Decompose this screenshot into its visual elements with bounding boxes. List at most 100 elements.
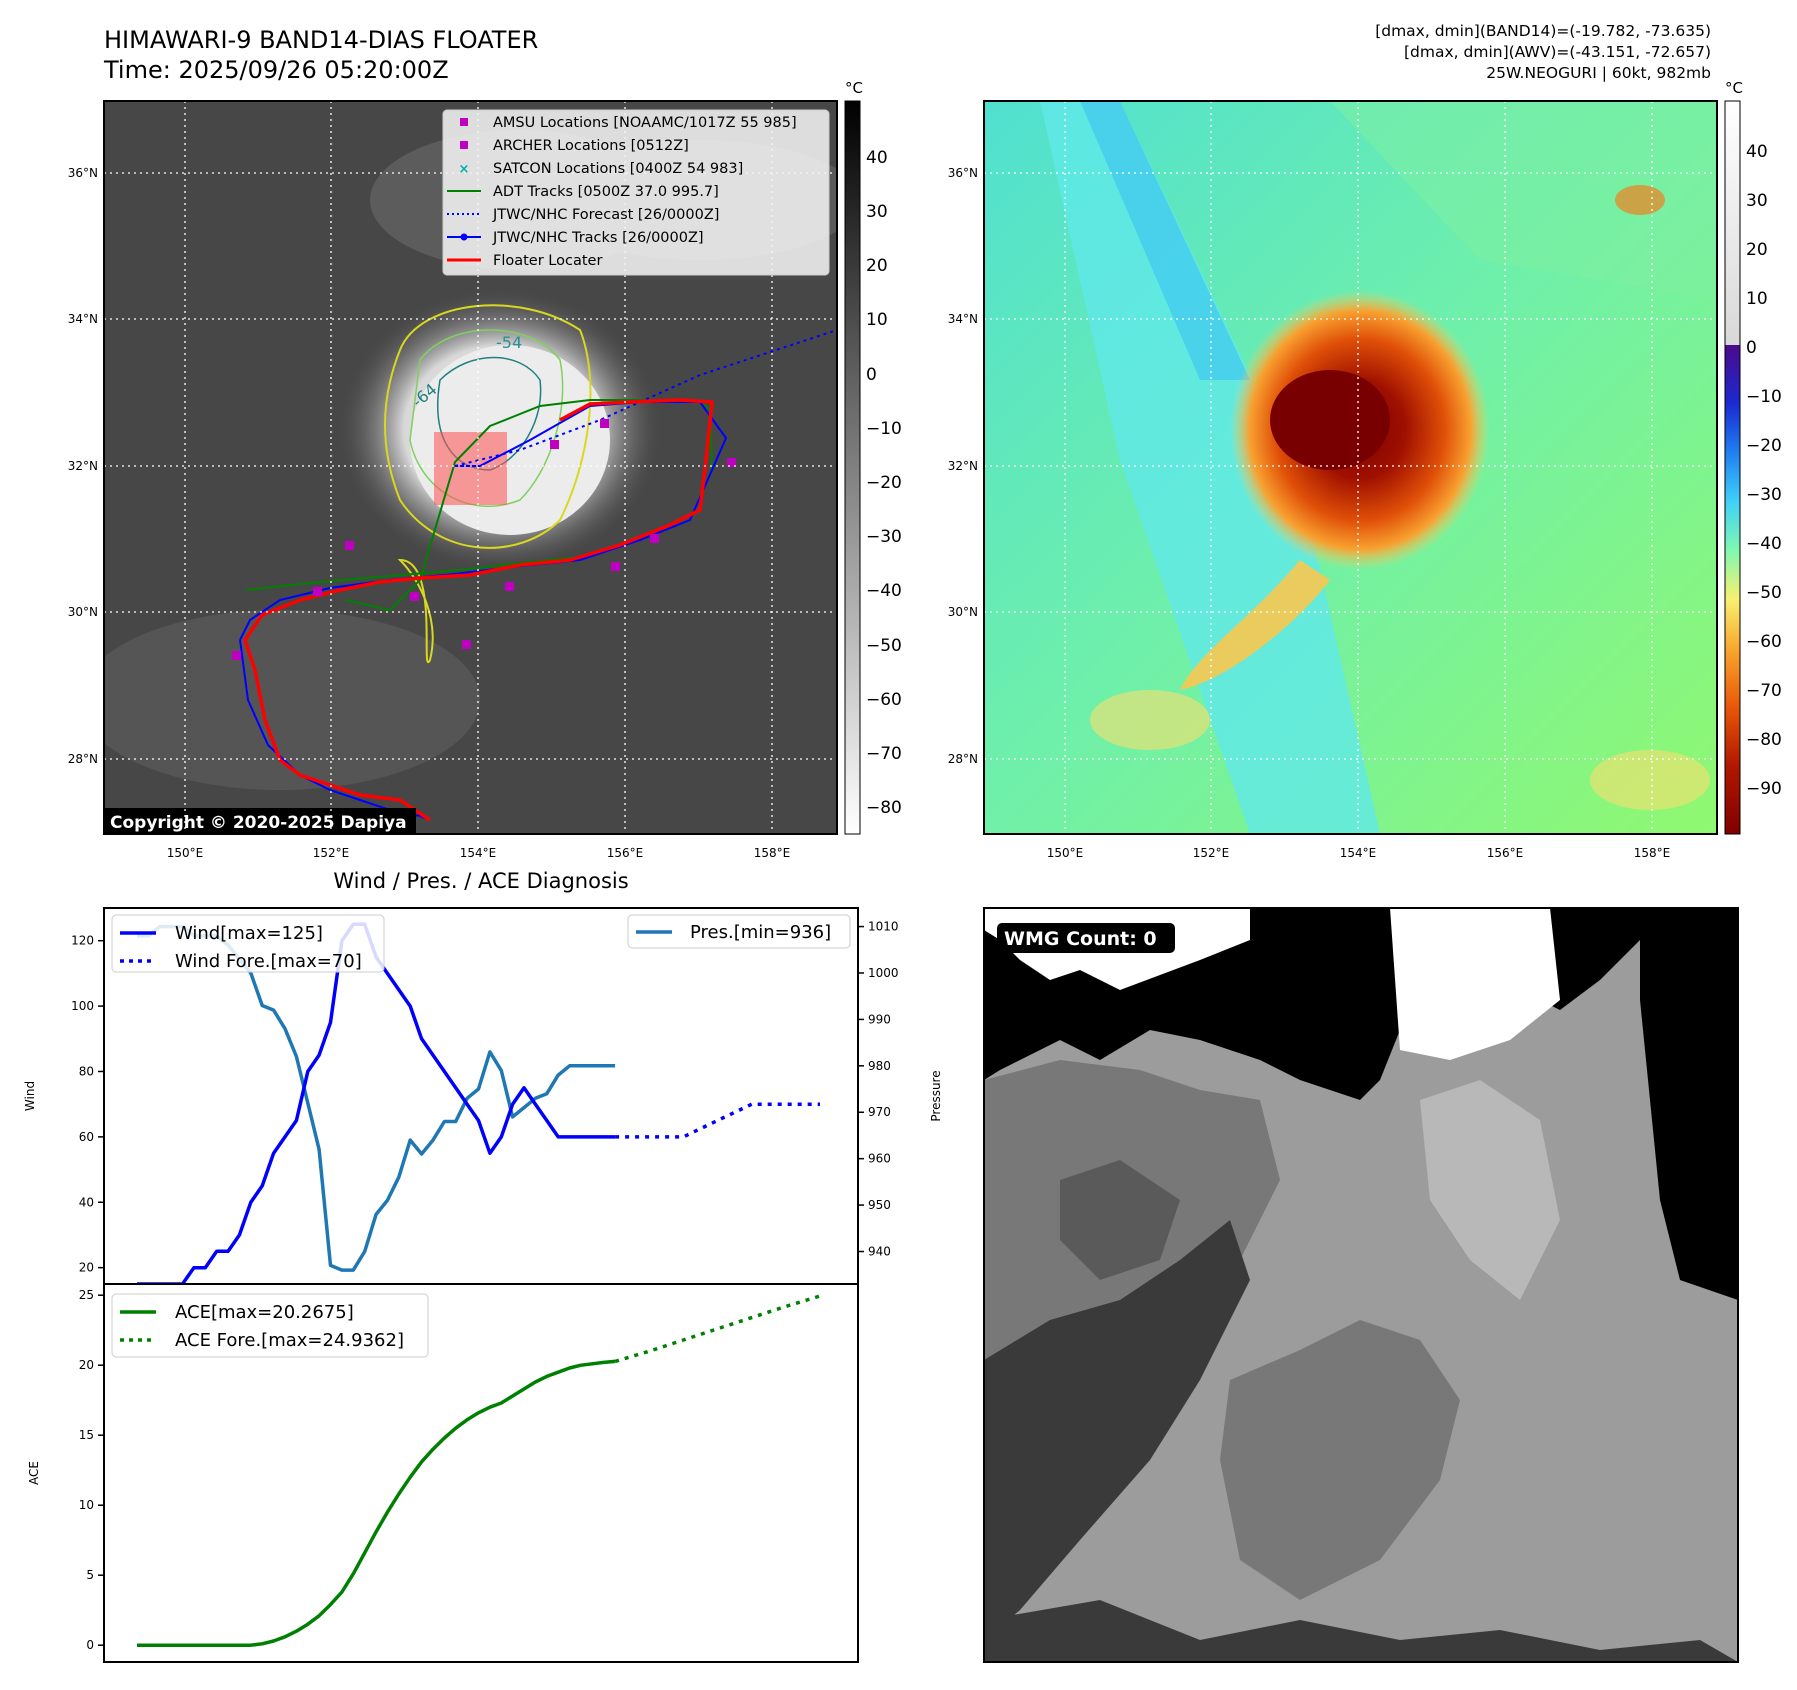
storm-info: 25W.NEOGURI | 60kt, 982mb — [1486, 64, 1711, 82]
wv-lat-tick-28: 28°N — [948, 752, 978, 766]
wv-cbar-tick-m10: −10 — [1746, 387, 1782, 407]
wmg-count-label: WMG Count: 0 — [1004, 928, 1157, 950]
legend-tracks-marker — [460, 233, 468, 241]
pressure-legend: Pres.[min=936] — [627, 914, 851, 949]
ace-ytick-label-0: 0 — [86, 1638, 94, 1652]
legend-amsu-marker — [460, 118, 468, 126]
wv-colorbar-frame — [1724, 100, 1741, 835]
ace-ytick-label-3: 15 — [79, 1428, 94, 1442]
ir-colorbar — [844, 100, 861, 835]
ir-cbar-tick-m30: −30 — [866, 527, 902, 547]
copyright-label: Copyright © 2020-2025 Dapiya — [110, 813, 407, 833]
wind-ytick-label-4: 100 — [71, 999, 94, 1013]
wv-colorbar-unit: °C — [1725, 79, 1743, 97]
diagnosis-title: Wind / Pres. / ACE Diagnosis — [333, 869, 628, 893]
ir-lat-tick-30: 30°N — [68, 605, 98, 619]
ir-cbar-tick-40: 40 — [866, 148, 888, 168]
legend-amsu-label: AMSU Locations [NOAAMC/1017Z 55 985] — [493, 115, 797, 131]
ir-cbar-tick-10: 10 — [866, 310, 888, 330]
wmg-count-badge — [997, 923, 1175, 953]
wv-lon-tick-150: 150°E — [1047, 846, 1084, 860]
ir-lat-tick-32: 32°N — [68, 459, 98, 473]
wind-ytick-label-0: 20 — [79, 1261, 94, 1275]
ir-lat-tick-34: 34°N — [68, 312, 98, 326]
legend-wind-label: Wind[max=125] — [175, 923, 323, 944]
ace-series-line — [137, 1359, 616, 1647]
pressure-ytick-label-6: 1000 — [868, 966, 899, 980]
ir-lon-tick-154: 154°E — [460, 846, 497, 860]
ace-ytick-label-1: 5 — [86, 1568, 94, 1582]
pressure-ytick-label-4: 980 — [868, 1059, 891, 1073]
pressure-ytick-label-5: 990 — [868, 1012, 891, 1026]
jtwc-forecast — [454, 329, 837, 467]
legend-forecast-label: JTWC/NHC Forecast [26/0000Z] — [492, 207, 719, 223]
wv-cbar-tick-m60: −60 — [1746, 632, 1782, 652]
ir-cbar-tick-20: 20 — [866, 256, 888, 276]
legend-wind-fore-label: Wind Fore.[max=70] — [175, 951, 362, 972]
legend-ace-fore-label: ACE Fore.[max=24.9362] — [175, 1330, 404, 1351]
wmg-panel: WMG Count: 0 — [983, 907, 1739, 1663]
wv-cbar-tick-0: 0 — [1746, 338, 1757, 358]
wind-ytick-label-5: 120 — [71, 934, 94, 948]
legend-archer-marker — [460, 141, 468, 149]
figure-time: Time: 2025/09/26 05:20:00Z — [104, 56, 449, 84]
ir-cbar-tick-m10: −10 — [866, 419, 902, 439]
figure-title: HIMAWARI-9 BAND14-DIAS FLOATER — [104, 26, 539, 54]
wv-lat-tick-32: 32°N — [948, 459, 978, 473]
wv-cbar-tick-m30: −30 — [1746, 485, 1782, 505]
ir-lon-tick-158: 158°E — [754, 846, 791, 860]
ir-cbar-tick-m40: −40 — [866, 581, 902, 601]
wv-cbar-tick-30: 30 — [1746, 191, 1768, 211]
legend-satcon-label: SATCON Locations [0400Z 54 983] — [493, 161, 743, 177]
wv-cbar-tick-m90: −90 — [1746, 779, 1782, 799]
ace-axis-label: ACE — [27, 1461, 41, 1485]
wv-gridlines — [984, 101, 1717, 834]
legend-ace-label: ACE[max=20.2675] — [175, 1302, 354, 1323]
ace-chart: 0 5 10 15 20 25 ACE ACE[max=20.2675] ACE Fore… — [27, 1283, 859, 1663]
contour-label-54: -54 — [496, 333, 522, 352]
wind-ytick-label-3: 80 — [79, 1064, 94, 1078]
pressure-ytick-label-1: 950 — [868, 1198, 891, 1212]
wind-ytick-label-2: 60 — [79, 1130, 94, 1144]
pressure-axis-label: Pressure — [929, 1070, 943, 1121]
ir-cbar-tick-m20: −20 — [866, 473, 902, 493]
pressure-ytick-label-7: 1010 — [868, 920, 899, 934]
legend-adt-label: ADT Tracks [0500Z 37.0 995.7] — [493, 184, 719, 200]
wv-cbar-tick-m70: −70 — [1746, 681, 1782, 701]
wv-colorbar-upper — [1725, 101, 1740, 345]
ace-ytick-label-4: 20 — [79, 1358, 94, 1372]
ir-cbar-tick-m50: −50 — [866, 636, 902, 656]
wv-lon-tick-158: 158°E — [1634, 846, 1671, 860]
floater-locater-track — [243, 398, 714, 822]
ir-panel: -54 -64 Copyright © 2020-2025 Dapiya 150… — [68, 79, 902, 860]
wv-cbar-tick-10: 10 — [1746, 289, 1768, 309]
wind-axis-label: Wind — [23, 1081, 37, 1111]
ir-colorbar-unit: °C — [845, 79, 863, 97]
legend-satcon-marker: × — [459, 162, 470, 177]
pressure-ytick-label-2: 960 — [868, 1152, 891, 1166]
ace-ytick-label-2: 10 — [79, 1498, 94, 1512]
ir-cbar-tick-m70: −70 — [866, 744, 902, 764]
wv-cbar-tick-m50: −50 — [1746, 583, 1782, 603]
legend-floater-label: Floater Locater — [493, 253, 602, 269]
wv-cbar-tick-m20: −20 — [1746, 436, 1782, 456]
pressure-ytick-label-0: 940 — [868, 1245, 891, 1259]
wind-pressure-chart: Wind / Pres. / ACE Diagnosis 20 40 60 80 100… — [23, 869, 943, 1286]
ir-lon-tick-156: 156°E — [607, 846, 644, 860]
wv-lat-tick-34: 34°N — [948, 312, 978, 326]
ir-lon-tick-152: 152°E — [313, 846, 350, 860]
wv-lat-tick-36: 36°N — [948, 166, 978, 180]
ir-cbar-tick-30: 30 — [866, 202, 888, 222]
wv-lon-tick-154: 154°E — [1340, 846, 1377, 860]
ace-legend: ACE[max=20.2675] ACE Fore.[max=24.9362] — [111, 1293, 429, 1358]
wv-panel: 150°E 152°E 154°E 156°E 158°E 28°N 30°N … — [948, 79, 1782, 860]
ir-cbar-tick-m80: −80 — [866, 798, 902, 818]
legend-archer-label: ARCHER Locations [0512Z] — [493, 138, 689, 154]
wv-cbar-tick-m80: −80 — [1746, 730, 1782, 750]
ir-lon-tick-150: 150°E — [167, 846, 204, 860]
ir-legend: × AMSU Locations [NOAAMC/1017Z 55 985] A… — [442, 109, 830, 276]
ir-lat-tick-36: 36°N — [68, 166, 98, 180]
pressure-ytick-label-3: 970 — [868, 1105, 891, 1119]
ace-ytick-label-5: 25 — [79, 1288, 94, 1302]
wv-lon-tick-152: 152°E — [1193, 846, 1230, 860]
